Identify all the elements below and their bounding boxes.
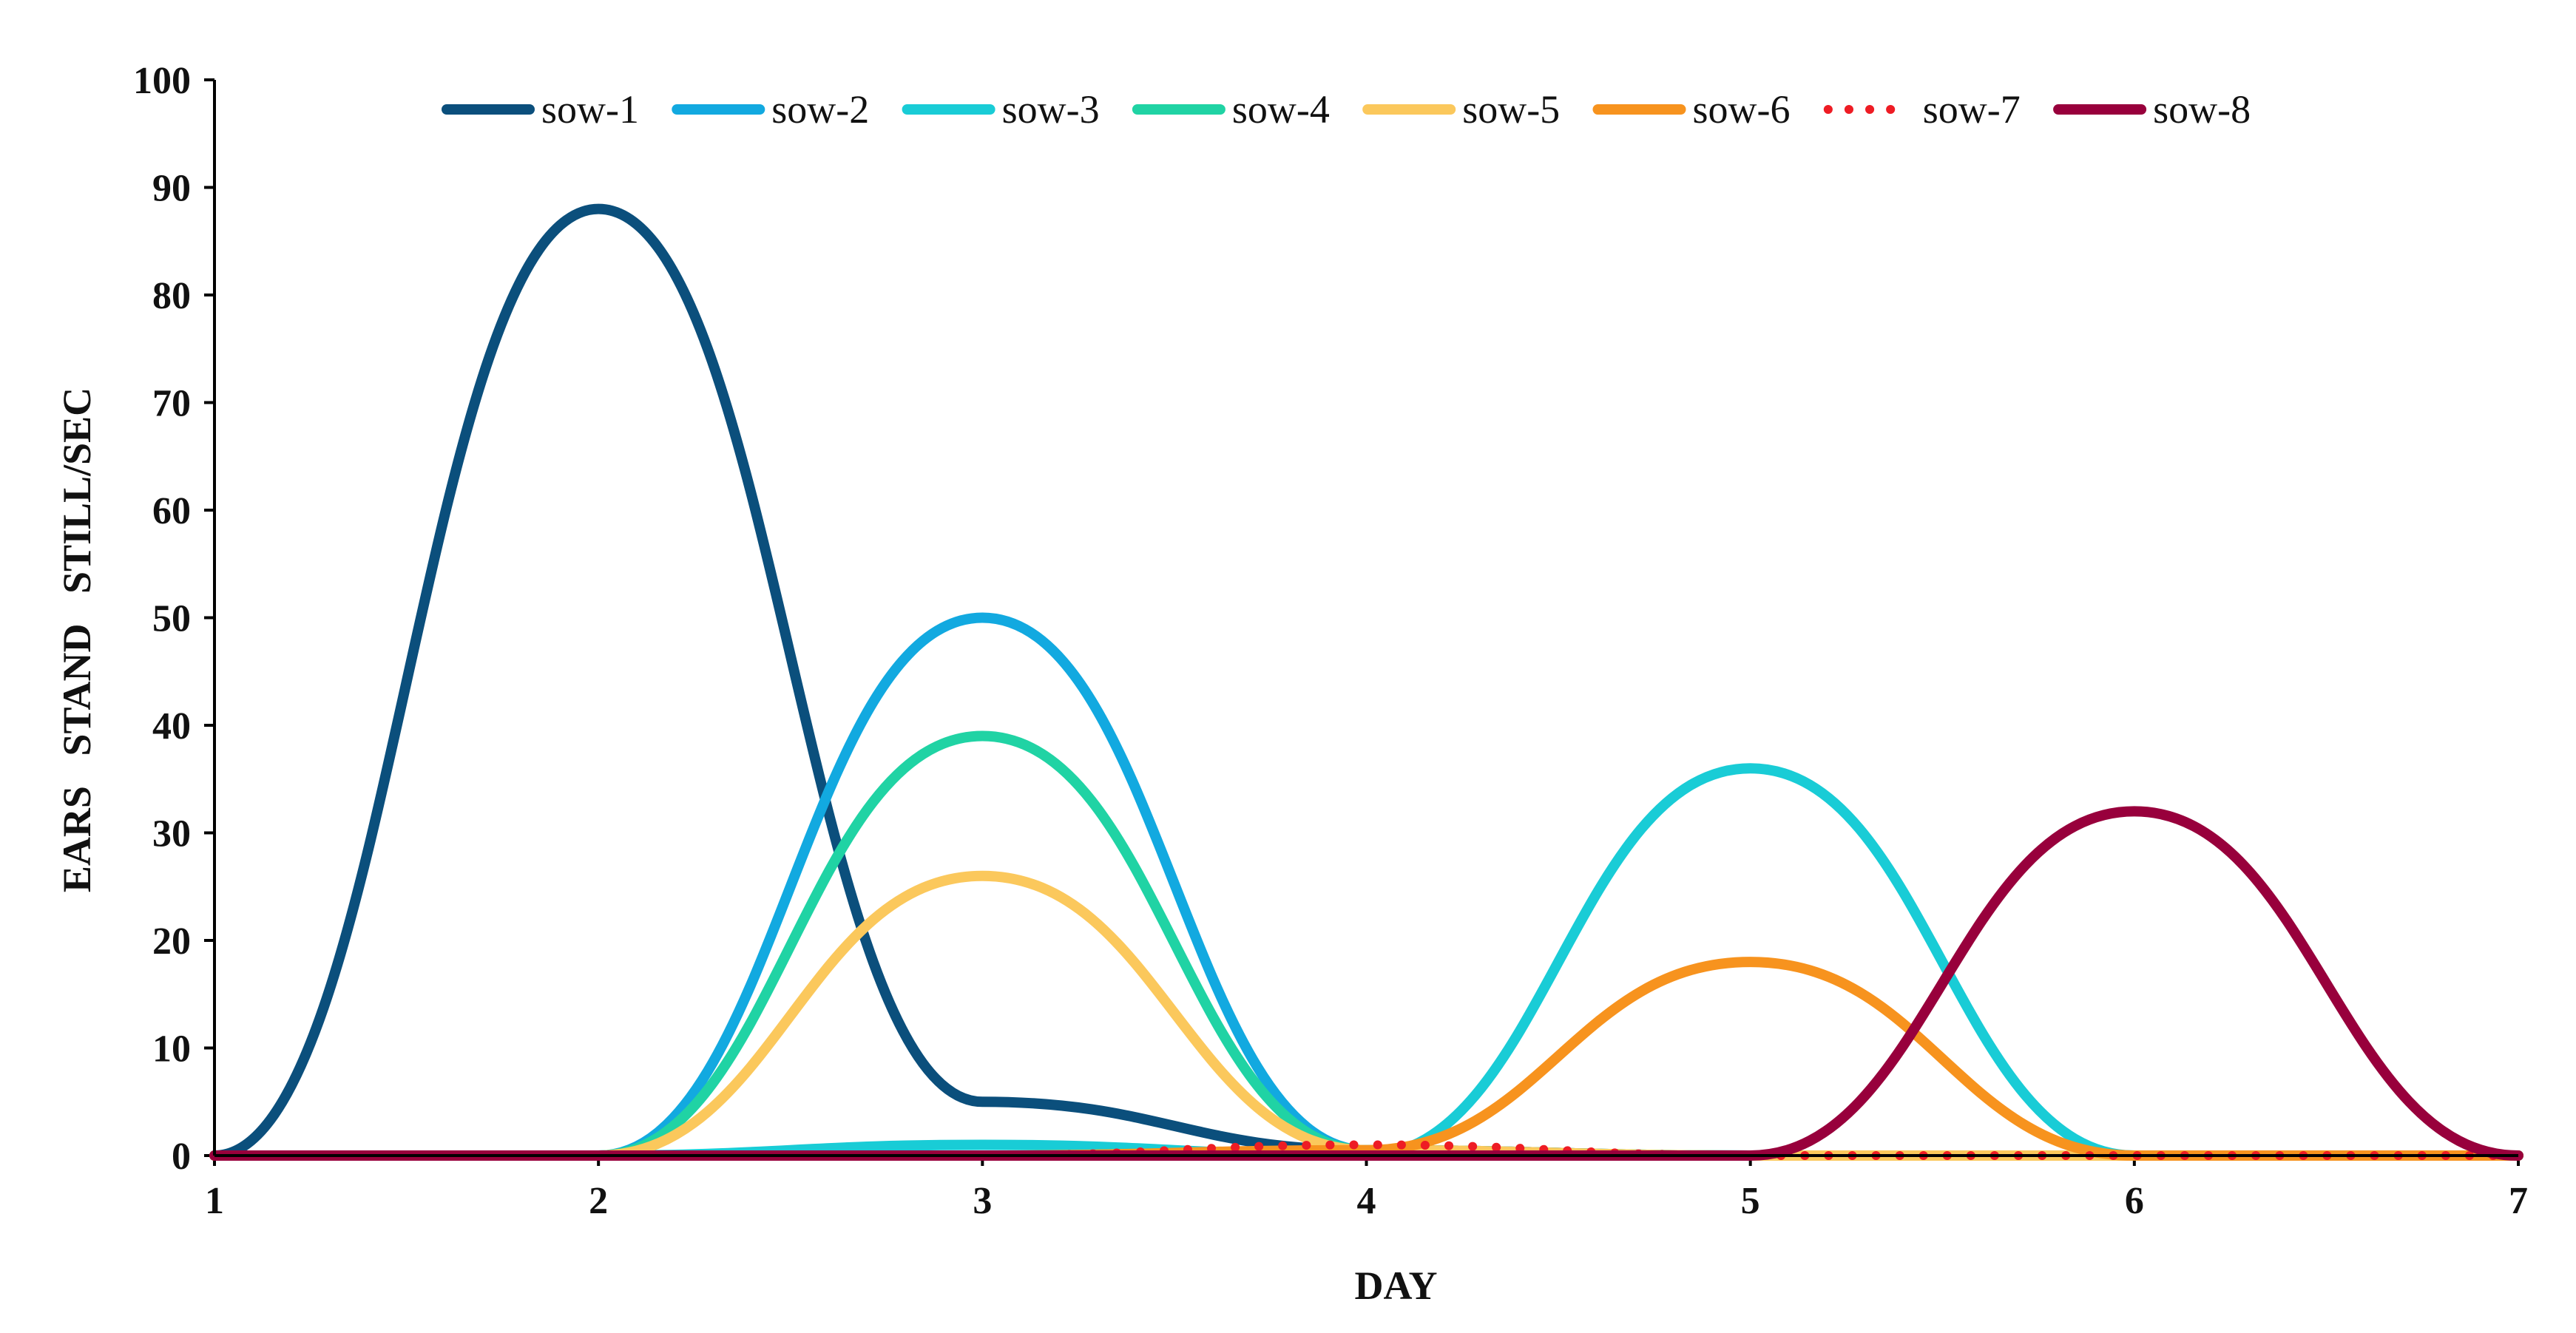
- y-tick-label: 0: [172, 1136, 191, 1178]
- legend-label: sow-1: [541, 87, 639, 132]
- x-tick-label: 5: [1741, 1180, 1760, 1222]
- y-tick-label: 100: [133, 60, 191, 102]
- y-tick-label: 80: [152, 275, 191, 317]
- series-lines: [209, 203, 2523, 1161]
- legend-label: sow-2: [771, 87, 869, 132]
- legend-item-sow-4: sow-4: [1132, 87, 1330, 132]
- legend-label: sow-6: [1693, 87, 1791, 132]
- y-tick-label: 20: [152, 920, 191, 963]
- x-tick-label: 6: [2125, 1180, 2144, 1222]
- legend-item-sow-5: sow-5: [1362, 87, 1560, 132]
- legend-label: sow-8: [2153, 87, 2251, 132]
- y-tick-label: 50: [152, 598, 191, 640]
- series-line-sow-2: [209, 612, 2523, 1161]
- x-tick-label: 2: [589, 1180, 608, 1222]
- legend-item-sow-2: sow-2: [672, 87, 869, 132]
- y-tick-label: 70: [152, 383, 191, 425]
- x-axis-title: DAY: [1354, 1264, 1437, 1308]
- series-line-sow-1: [209, 203, 2523, 1161]
- series-line-sow-8: [209, 806, 2523, 1161]
- series-line-sow-3: [209, 763, 2523, 1161]
- y-tick-label: 30: [152, 813, 191, 855]
- x-tick-label: 3: [973, 1180, 992, 1222]
- series-line-sow-5: [209, 870, 2523, 1161]
- legend-label: sow-4: [1232, 87, 1330, 132]
- legend-label: sow-5: [1462, 87, 1560, 132]
- y-tick-label: 90: [152, 168, 191, 210]
- y-tick-label: 40: [152, 705, 191, 747]
- legend-label: sow-7: [1923, 87, 2021, 132]
- y-tick-label: 10: [152, 1028, 191, 1071]
- x-tick-label: 1: [205, 1180, 224, 1222]
- legend-item-sow-8: sow-8: [2053, 87, 2251, 132]
- legend-item-sow-3: sow-3: [902, 87, 1100, 132]
- series-line-sow-4: [209, 730, 2523, 1161]
- y-tick-label: 60: [152, 490, 191, 532]
- x-tick-label: 7: [2509, 1180, 2528, 1222]
- legend: sow-1 sow-2 sow-3 sow-4 sow-5 sow-6 sow-7 sow-8: [442, 87, 2251, 132]
- series-line-sow-6: [209, 957, 2523, 1161]
- legend-label: sow-3: [1002, 87, 1100, 132]
- y-axis-title: EARS STAND STILL/SEC: [55, 387, 99, 892]
- x-tick-label: 4: [1357, 1180, 1376, 1222]
- axis-ticks: 0 10 20 30 40 50 60 70 80 90 100 1 2 3 4 5 6 7: [133, 60, 2528, 1222]
- axes: [213, 80, 2518, 1157]
- legend-item-sow-7: sow-7: [1823, 87, 2021, 132]
- legend-item-sow-6: sow-6: [1592, 87, 1791, 132]
- legend-item-sow-1: sow-1: [442, 87, 639, 132]
